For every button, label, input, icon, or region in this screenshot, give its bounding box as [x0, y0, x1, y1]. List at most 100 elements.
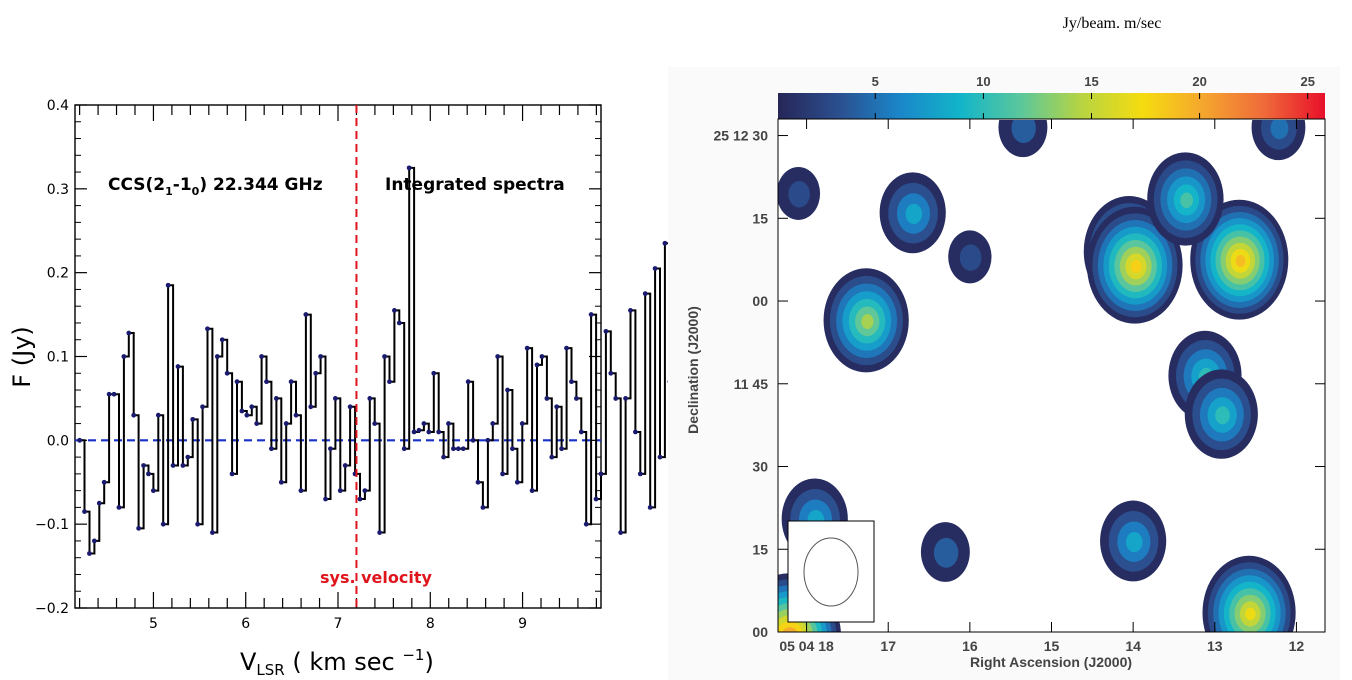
data-point [150, 488, 156, 494]
data-point [392, 307, 397, 313]
source-contour [1235, 255, 1246, 268]
data-point [598, 471, 604, 477]
data-point [180, 463, 186, 468]
data-point [116, 505, 122, 510]
colorbar-tick-label: 15 [1084, 74, 1098, 89]
data-point [175, 364, 181, 369]
data-point [160, 521, 166, 527]
data-point [82, 509, 87, 514]
data-point [91, 538, 97, 544]
data-point [136, 525, 142, 531]
colorbar-tick-label: 10 [976, 74, 990, 89]
source-contour [782, 627, 798, 632]
data-point [155, 412, 161, 418]
data-point [657, 454, 663, 460]
data-point [249, 404, 255, 410]
data-point [210, 530, 215, 535]
data-point [269, 446, 274, 452]
sys-velocity-label: sys. velocity [320, 568, 433, 587]
data-point [593, 496, 599, 502]
source [1202, 555, 1296, 632]
data-point [308, 404, 314, 410]
source [1086, 206, 1183, 324]
source-contour [1130, 260, 1142, 274]
map-y-axis-label: Declination (J2000) [685, 306, 701, 434]
data-point [259, 354, 265, 359]
source [1190, 199, 1289, 320]
data-point [347, 404, 353, 410]
data-point [195, 521, 201, 527]
x-tick-label: 5 [149, 616, 158, 632]
data-point [529, 488, 535, 494]
data-point [298, 488, 304, 494]
colorbar-tick-label: 20 [1192, 74, 1206, 89]
data-point [87, 551, 92, 556]
data-point [549, 454, 555, 460]
data-point [131, 412, 137, 418]
data-point [357, 496, 363, 502]
data-point [460, 446, 466, 452]
data-point [451, 446, 456, 452]
x-tick-label: 6 [241, 616, 250, 632]
data-point [652, 266, 658, 271]
spectrum-markers [77, 165, 702, 556]
data-point [411, 429, 417, 435]
data-point [500, 471, 506, 477]
data-point [505, 387, 510, 393]
source-contour [788, 180, 810, 208]
data-point [534, 362, 540, 368]
data-point [219, 337, 225, 343]
data-point [662, 240, 668, 246]
colorbar-ticks: 5 10 15 20 25 [872, 74, 1315, 119]
data-point [121, 354, 127, 359]
data-point [564, 345, 569, 351]
source [879, 172, 946, 254]
data-point [106, 391, 112, 397]
data-point [337, 488, 343, 494]
data-point [436, 429, 442, 435]
line-label: CCS(21-10) 22.344 GHz [108, 175, 323, 198]
data-point [613, 396, 619, 401]
data-point [126, 330, 132, 336]
data-point [588, 312, 594, 317]
spectrum-y-tick-labels: −0.2 −0.1 0.0 0.1 0.2 0.3 0.4 [35, 98, 69, 617]
data-point [342, 463, 348, 468]
data-point [141, 463, 146, 468]
map-x-tick-label: 16 [962, 638, 978, 654]
map-y-tick-label: 15 [752, 210, 768, 226]
data-point [510, 446, 515, 452]
data-point [490, 421, 496, 426]
data-point [628, 307, 633, 313]
data-point [426, 429, 432, 435]
beam-box [787, 520, 875, 623]
map-x-tick-labels: 05 04 18 17 16 15 14 13 12 [779, 638, 1304, 654]
units-label: Jy/beam. m/sec [1063, 15, 1162, 32]
map-y-tick-label: 00 [752, 624, 768, 640]
data-point [416, 427, 422, 433]
source-contour [1125, 531, 1143, 553]
data-point [323, 496, 328, 502]
data-point [367, 396, 373, 401]
source [823, 268, 909, 373]
data-point [293, 412, 299, 418]
y-tick-label: 0.4 [47, 98, 69, 114]
data-point [283, 421, 289, 426]
source-contour [1270, 120, 1289, 140]
source [1184, 369, 1258, 459]
y-tick-label: 0.2 [47, 266, 69, 282]
map-x-tick-label: 12 [1289, 638, 1305, 654]
data-point [480, 505, 486, 510]
data-point [303, 312, 309, 317]
data-point [377, 530, 383, 535]
spectrum-panel: −0.2 −0.1 0.0 0.1 0.2 0.3 0.4 5 6 7 8 9 CCS(21-10)… [8, 98, 705, 679]
data-point [495, 354, 501, 359]
data-point [77, 437, 83, 443]
colorbar-tick-label: 5 [872, 74, 879, 89]
map-y-tick-label: 25 12 30 [714, 128, 769, 144]
data-point [185, 454, 191, 460]
source [948, 230, 992, 284]
data-point [165, 282, 171, 288]
y-tick-label: −0.2 [35, 601, 69, 617]
source [1147, 152, 1224, 246]
source [998, 120, 1048, 158]
